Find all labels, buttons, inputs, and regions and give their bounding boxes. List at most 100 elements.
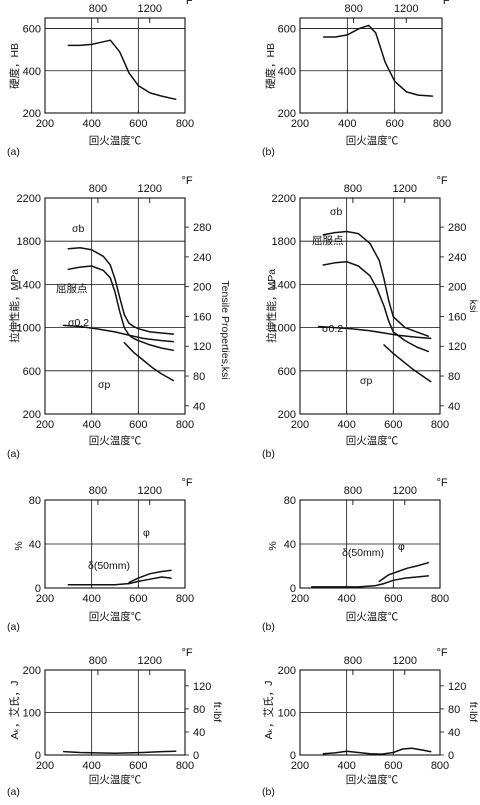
x-axis-label: 回火温度℃ [89, 434, 142, 447]
y-tick-label: 200 [23, 409, 41, 421]
top-tick-label: 800 [89, 655, 107, 667]
panel-label: (b) [262, 786, 275, 798]
top-axis-unit: °F [438, 0, 449, 7]
y-tick-label: 40 [29, 539, 41, 551]
series-annotation: σp [98, 379, 110, 391]
y-tick-label: 80 [284, 495, 296, 507]
series-line-1 [67, 576, 172, 586]
series-annotation: φ [398, 541, 405, 553]
panel-label: (b) [262, 621, 275, 633]
y-tick-label: 1800 [272, 236, 296, 248]
y-axis-label: 硬度，HB [264, 43, 277, 89]
right-tick-label: 120 [193, 681, 211, 693]
y-tick-label: 200 [278, 409, 296, 421]
right-tick-label: 120 [448, 341, 466, 353]
x-tick-label: 600 [129, 419, 147, 431]
panel-label: (a) [7, 621, 20, 633]
x-tick-label: 800 [431, 760, 449, 772]
y-axis-label: Aₖ，艾氏，J [263, 681, 275, 740]
x-tick-label: 800 [176, 419, 194, 431]
x-tick-label: 600 [129, 118, 147, 130]
chart-panel-tensile_a: 200 400 600 800 200 600 1000 1400 1800 2200 800 120… [7, 175, 231, 460]
panel-label: (a) [7, 448, 20, 460]
top-axis-unit: °F [181, 647, 192, 659]
top-axis-unit: °F [436, 647, 447, 659]
chart-panel-hardness_a: 200 400 600 800 200 400 600 800 1200 °F 回火温度℃ 硬度，HB… [7, 0, 194, 158]
y-tick-label: 1400 [272, 279, 296, 291]
y-tick-label: 0 [35, 750, 41, 762]
series-line-0 [322, 747, 432, 755]
series-annotation: δ(50mm) [342, 547, 384, 559]
y-axis-label: 拉伸性能，MPa [265, 269, 278, 343]
x-tick-label: 400 [82, 118, 100, 130]
top-tick-label: 1200 [137, 485, 161, 497]
right-tick-label: 80 [448, 704, 460, 716]
x-tick-label: 800 [176, 760, 194, 772]
top-tick-label: 1200 [137, 183, 161, 195]
x-tick-label: 600 [384, 593, 402, 605]
top-tick-label: 800 [344, 183, 362, 195]
x-tick-label: 800 [431, 419, 449, 431]
y-axis-label: 硬度，HB [8, 43, 21, 89]
y-tick-label: 200 [23, 665, 41, 677]
right-tick-label: 0 [448, 750, 454, 762]
x-tick-label: 800 [176, 118, 194, 130]
x-tick-label: 600 [384, 760, 402, 772]
top-tick-label: 800 [89, 3, 107, 15]
y-tick-label: 100 [278, 708, 296, 720]
series-line-0 [67, 39, 177, 101]
chart-panel-tensile_b: 200 400 600 800 200 600 1000 1400 1800 2200 800 120… [262, 175, 479, 460]
y-tick-label: 1400 [17, 279, 41, 291]
series-line-0 [378, 561, 430, 583]
series-annotation: φ [143, 527, 150, 539]
x-tick-label: 600 [129, 593, 147, 605]
series-line-2 [317, 325, 432, 340]
x-tick-label: 800 [176, 593, 194, 605]
x-tick-label: 200 [36, 118, 54, 130]
chart-panel-ductility_b: 200 400 600 800 0 40 80 800 1200 °F 回火温度℃% (b) φ δ(50… [262, 477, 449, 633]
x-tick-label: 400 [82, 593, 100, 605]
top-axis-unit: °F [436, 175, 447, 187]
right-tick-label: 80 [448, 371, 460, 383]
x-tick-label: 400 [337, 593, 355, 605]
right-tick-label: 160 [193, 311, 211, 323]
panel-label: (b) [262, 146, 275, 158]
x-axis-label: 回火温度℃ [346, 773, 399, 786]
right-tick-label: 280 [193, 222, 211, 234]
right-tick-label: 200 [448, 282, 466, 294]
plot-frame [44, 17, 186, 114]
right-tick-label: 120 [448, 681, 466, 693]
right-tick-label: 120 [193, 341, 211, 353]
series-annotation: σb [330, 206, 342, 218]
y-tick-label: 200 [278, 665, 296, 677]
x-tick-label: 200 [291, 419, 309, 431]
series-line-0 [322, 24, 434, 97]
plot-frame [44, 197, 186, 415]
x-tick-label: 200 [36, 419, 54, 431]
top-tick-label: 800 [89, 485, 107, 497]
top-axis-unit: °F [181, 0, 192, 7]
series-line-3 [383, 344, 432, 383]
series-annotation: δ(50mm) [88, 560, 130, 572]
x-axis-label: 回火温度℃ [89, 134, 142, 147]
x-tick-label: 800 [433, 118, 451, 130]
x-tick-label: 200 [291, 118, 309, 130]
series-line-3 [123, 341, 175, 382]
top-axis-unit: °F [181, 175, 192, 187]
right-axis-label: Tensile Properties,ksi [219, 280, 231, 379]
y-tick-label: 40 [284, 539, 296, 551]
x-axis-label: 回火温度℃ [346, 610, 399, 623]
series-annotation: σ0.2 [68, 317, 89, 329]
chart-panel-hardness_b: 200 400 600 800 200 400 600 800 1200 °F 回火温度℃ 硬度，HB… [262, 0, 451, 158]
x-tick-label: 200 [291, 760, 309, 772]
y-tick-label: 80 [29, 495, 41, 507]
series-annotation: 屈服点 [312, 235, 344, 247]
top-tick-label: 800 [344, 485, 362, 497]
y-axis-label: 拉伸性能，MPa [8, 269, 21, 343]
x-axis-label: 回火温度℃ [346, 134, 399, 147]
top-axis-unit: °F [436, 477, 447, 489]
y-tick-label: 200 [23, 108, 41, 120]
